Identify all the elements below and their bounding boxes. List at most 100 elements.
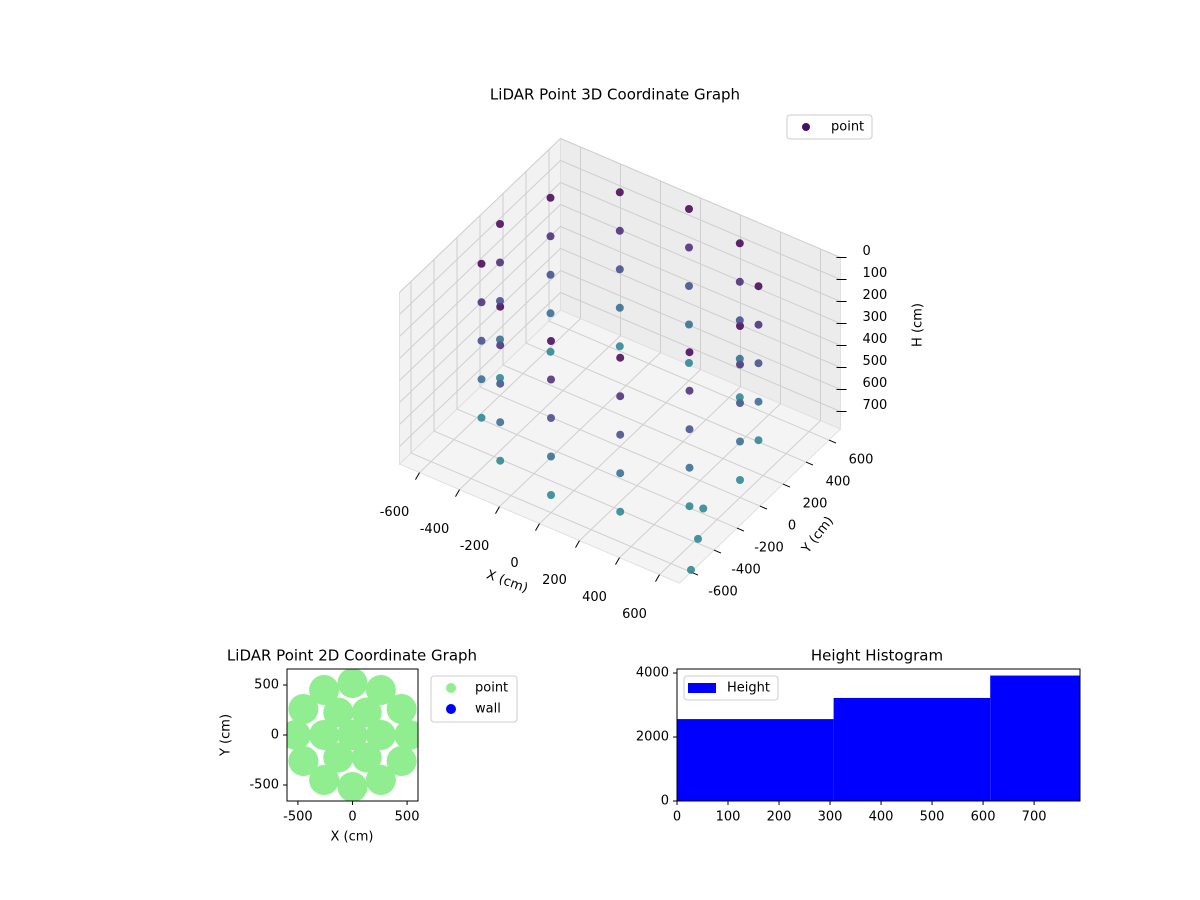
z-tick-label: 100 xyxy=(863,266,888,281)
point xyxy=(735,316,744,325)
z-tick-label: 0 xyxy=(863,244,871,259)
y-tick-label: 2000 xyxy=(636,730,669,745)
point xyxy=(351,697,382,728)
point xyxy=(496,341,505,350)
point xyxy=(477,298,486,307)
point xyxy=(496,379,505,388)
x-tick xyxy=(655,574,660,582)
point xyxy=(496,335,504,344)
legend-box xyxy=(786,114,873,140)
y-tick-label: 200 xyxy=(803,497,828,512)
point xyxy=(477,375,486,384)
point xyxy=(496,297,504,305)
legend-swatch xyxy=(688,683,716,693)
point xyxy=(351,742,382,773)
x-tick-label: -500 xyxy=(283,810,313,825)
y-tick-label: -600 xyxy=(708,585,738,600)
y-tick-label: 0 xyxy=(661,794,669,809)
x-axis-label: X (cm) xyxy=(331,830,374,845)
point xyxy=(616,430,625,439)
point xyxy=(616,469,625,478)
z-tick-label: 500 xyxy=(863,354,888,369)
point xyxy=(337,772,368,801)
point xyxy=(394,720,418,750)
legend-box xyxy=(683,675,779,701)
point xyxy=(615,188,624,197)
point xyxy=(616,507,625,516)
grid-line xyxy=(399,160,561,315)
point xyxy=(309,675,340,705)
x-tick-label: 300 xyxy=(818,810,843,825)
legend-marker xyxy=(446,704,456,714)
y-tick-label: 500 xyxy=(254,678,279,693)
point xyxy=(685,282,693,290)
bar xyxy=(833,697,991,801)
z-tick-label: 400 xyxy=(863,332,888,347)
point xyxy=(615,342,624,351)
grid-line xyxy=(502,364,784,485)
z-tick-label: 200 xyxy=(863,288,888,303)
point xyxy=(615,265,624,274)
point xyxy=(365,675,396,705)
chart-title: LiDAR Point 2D Coordinate Graph xyxy=(227,647,477,665)
y-tick xyxy=(782,483,791,488)
point xyxy=(735,354,744,363)
x-tick xyxy=(415,472,420,480)
x-tick-label: 500 xyxy=(395,810,420,825)
point xyxy=(323,697,354,728)
point xyxy=(685,386,694,395)
x-tick-label: -600 xyxy=(380,505,410,520)
x-tick-label: 100 xyxy=(716,810,741,825)
y-tick-label: 0 xyxy=(788,519,796,534)
point xyxy=(477,259,486,268)
grid-line xyxy=(479,386,761,507)
point xyxy=(685,425,694,434)
legend-marker xyxy=(802,123,810,131)
point xyxy=(547,337,555,345)
point xyxy=(736,399,744,407)
point xyxy=(323,742,354,773)
legend-label: point xyxy=(831,120,864,135)
grid-line xyxy=(548,320,830,441)
grid-line xyxy=(560,138,841,258)
point xyxy=(736,476,744,484)
legend-label: Height xyxy=(727,681,770,696)
y-tick xyxy=(759,505,768,510)
point xyxy=(685,348,694,357)
point xyxy=(496,456,505,465)
chart-title: Height Histogram xyxy=(811,647,943,665)
legend-label: point xyxy=(475,681,508,696)
point xyxy=(685,320,693,329)
point xyxy=(685,205,693,213)
point xyxy=(477,336,486,345)
point xyxy=(288,694,319,724)
point xyxy=(386,746,417,776)
point xyxy=(754,397,763,406)
point xyxy=(735,277,744,286)
grid-line xyxy=(560,270,841,390)
point xyxy=(735,393,744,402)
grid-line xyxy=(560,204,841,324)
bars xyxy=(677,675,1080,801)
y-axis-label: Y (cm) xyxy=(799,514,837,557)
grid-line xyxy=(560,182,841,302)
point xyxy=(496,258,504,267)
chart-title: LiDAR Point 3D Coordinate Graph xyxy=(490,86,740,104)
point xyxy=(547,375,555,384)
grid-line xyxy=(399,182,561,337)
point xyxy=(685,243,693,252)
y-axis-label: Y (cm) xyxy=(219,714,234,757)
point xyxy=(546,193,555,202)
point xyxy=(365,720,396,750)
x-tick-label: -200 xyxy=(460,539,490,554)
point xyxy=(615,303,624,312)
point xyxy=(616,392,625,401)
point xyxy=(547,414,555,422)
point xyxy=(685,502,694,511)
y-tick-label: 0 xyxy=(271,728,279,743)
point xyxy=(309,720,340,750)
point xyxy=(546,270,555,279)
bar xyxy=(990,675,1080,801)
grid-line xyxy=(399,204,561,359)
